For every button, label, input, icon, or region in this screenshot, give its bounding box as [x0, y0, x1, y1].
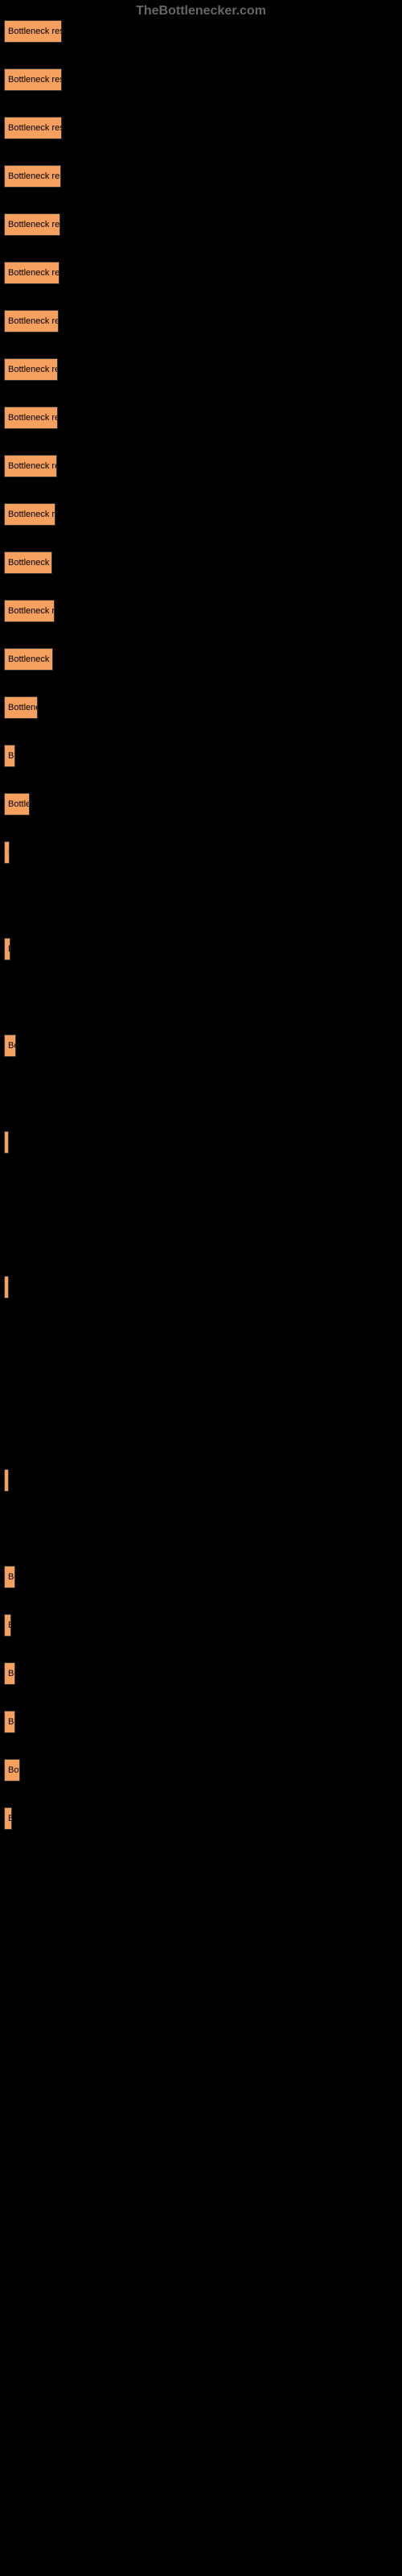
- chart-bar: Bottleneck res: [4, 455, 57, 477]
- chart-bar: Bottleneck res: [4, 213, 60, 236]
- bar-row: B: [4, 1807, 402, 1830]
- bar-row: [4, 1373, 402, 1395]
- bar-row: Bottleneck r: [4, 648, 402, 671]
- bar-row: Bo: [4, 1566, 402, 1588]
- bar-row: [4, 1469, 402, 1492]
- chart-bar: Bottleneck res: [4, 262, 59, 284]
- bar-row: [4, 1083, 402, 1105]
- chart-bar: B: [4, 1807, 12, 1830]
- watermark-text: TheBottlenecker.com: [136, 4, 266, 19]
- bar-row: Bottleneck resu: [4, 68, 402, 91]
- chart-bar: Bottleneck resu: [4, 20, 62, 43]
- bar-row: Bottleneck res: [4, 213, 402, 236]
- bar-row: [4, 890, 402, 912]
- chart-bar: Bottleneck re: [4, 503, 55, 526]
- bar-row: Bottlene: [4, 696, 402, 719]
- bar-row: Bottleneck re: [4, 503, 402, 526]
- bar-row: Bottle: [4, 793, 402, 815]
- bar-row: Bottleneck res: [4, 262, 402, 284]
- chart-bar: Bo: [4, 1566, 15, 1588]
- chart-bar: Bo: [4, 745, 15, 767]
- chart-bar: Bo: [4, 1711, 15, 1733]
- bar-row: Bo: [4, 1662, 402, 1685]
- chart-bar: Bottle: [4, 793, 30, 815]
- bar-row: Bottleneck res: [4, 358, 402, 381]
- chart-bar: Bo: [4, 1034, 16, 1057]
- bar-row: B: [4, 938, 402, 960]
- bar-row: Bottleneck r: [4, 551, 402, 574]
- chart-bar: [4, 1469, 9, 1492]
- chart-bar: Bottleneck resu: [4, 68, 62, 91]
- chart-bar: Bottleneck r: [4, 551, 52, 574]
- bar-row: [4, 1324, 402, 1347]
- chart-bar: Bottleneck res: [4, 407, 58, 429]
- chart-bar: B: [4, 1614, 11, 1637]
- chart-bar: B: [4, 938, 10, 960]
- chart-bar: Bot: [4, 1759, 20, 1781]
- bar-row: Bottleneck res: [4, 165, 402, 188]
- chart-bar: Bottleneck re: [4, 600, 55, 622]
- chart-bar: [4, 1276, 9, 1298]
- bar-row: Bo: [4, 1034, 402, 1057]
- chart-container: Bottleneck resu Bottleneck resu Bottleneck…: [0, 0, 402, 1830]
- bar-row: Bottleneck res: [4, 455, 402, 477]
- bar-row: Bottleneck re: [4, 600, 402, 622]
- bar-row: Bottleneck res: [4, 407, 402, 429]
- bar-row: Bottleneck resu: [4, 117, 402, 139]
- bar-row: [4, 1517, 402, 1540]
- bar-row: B: [4, 1614, 402, 1637]
- chart-bar: B: [4, 841, 10, 864]
- chart-bar: Bottleneck res: [4, 165, 61, 188]
- chart-bar: Bottleneck res: [4, 310, 59, 332]
- bar-row: [4, 1276, 402, 1298]
- bar-row: Bo: [4, 745, 402, 767]
- chart-bar: Bottleneck r: [4, 648, 53, 671]
- bar-row: [4, 1179, 402, 1202]
- chart-bar: Bottleneck res: [4, 358, 58, 381]
- bar-row: Bottleneck res: [4, 310, 402, 332]
- chart-bar: Bo: [4, 1662, 15, 1685]
- bar-row: B: [4, 841, 402, 864]
- chart-bar: Bottlene: [4, 696, 38, 719]
- bar-row: Bottleneck resu: [4, 20, 402, 43]
- bar-row: [4, 986, 402, 1009]
- bar-row: [4, 1228, 402, 1250]
- bar-row: [4, 1131, 402, 1154]
- bar-row: Bo: [4, 1711, 402, 1733]
- bar-row: [4, 1421, 402, 1443]
- chart-bar: [4, 1131, 9, 1154]
- chart-bar: Bottleneck resu: [4, 117, 62, 139]
- bar-row: Bot: [4, 1759, 402, 1781]
